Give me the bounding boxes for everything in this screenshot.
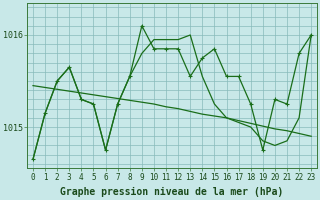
X-axis label: Graphe pression niveau de la mer (hPa): Graphe pression niveau de la mer (hPa) <box>60 187 284 197</box>
